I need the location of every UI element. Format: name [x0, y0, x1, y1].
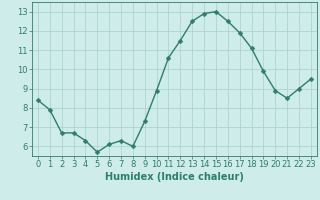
X-axis label: Humidex (Indice chaleur): Humidex (Indice chaleur): [105, 172, 244, 182]
